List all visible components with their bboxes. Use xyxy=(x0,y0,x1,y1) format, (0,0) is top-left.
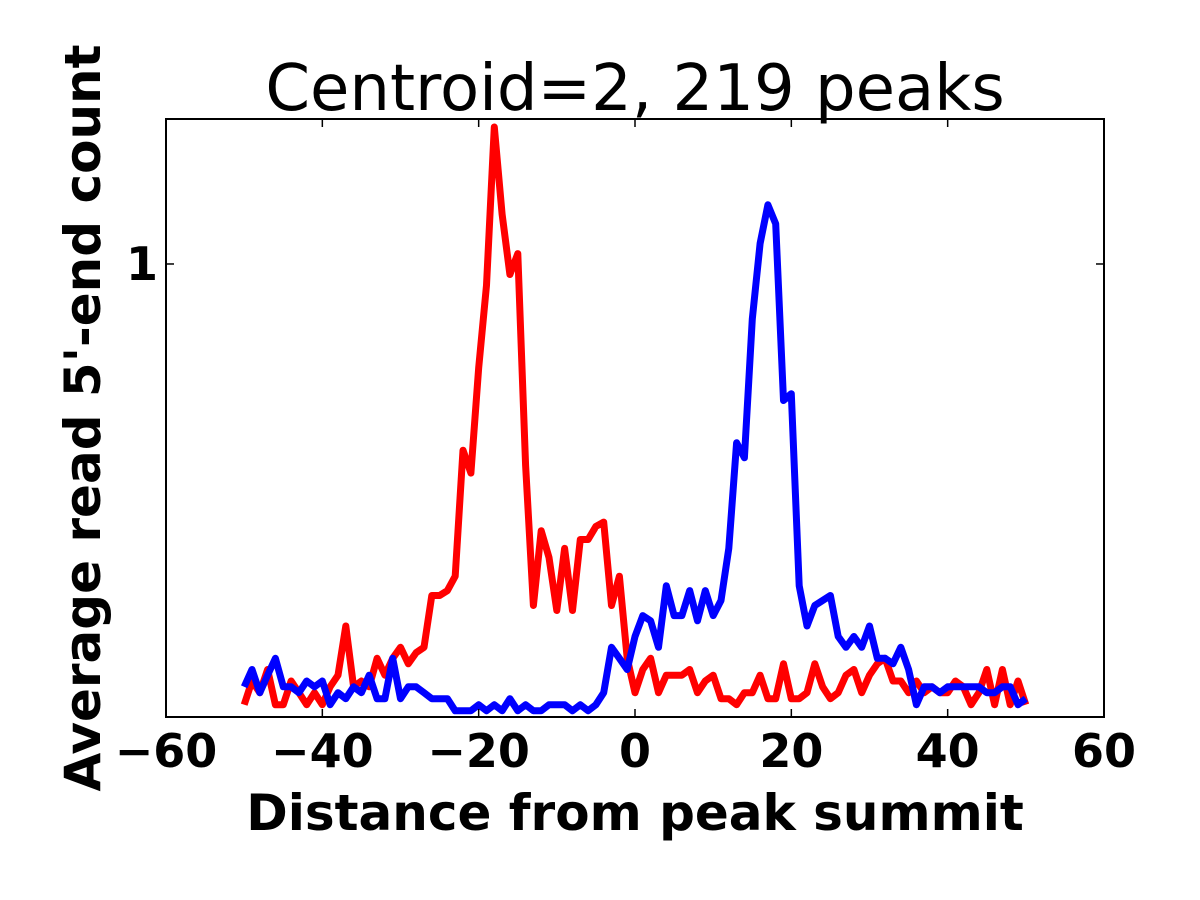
series-line-1 xyxy=(240,123,1030,709)
y-axis-label: Average read 5'-end count xyxy=(54,44,112,791)
x-tick-label: 20 xyxy=(759,724,823,778)
x-tick-label: 60 xyxy=(1072,724,1136,778)
chart-title: Centroid=2, 219 peaks xyxy=(265,52,1004,126)
plot-area xyxy=(240,123,1030,715)
x-tick-label: −20 xyxy=(427,724,530,778)
y-axis: 1 xyxy=(126,237,1104,291)
x-tick-label: −40 xyxy=(271,724,374,778)
x-tick-label: 40 xyxy=(916,724,980,778)
x-axis-label: Distance from peak summit xyxy=(246,784,1024,842)
series-line-2 xyxy=(241,201,1028,715)
x-axis: −60 −40 −20 0 20 40 60 xyxy=(115,119,1136,778)
x-tick-label: −60 xyxy=(115,724,218,778)
y-tick-label: 1 xyxy=(126,237,158,291)
x-tick-label: 0 xyxy=(619,724,651,778)
